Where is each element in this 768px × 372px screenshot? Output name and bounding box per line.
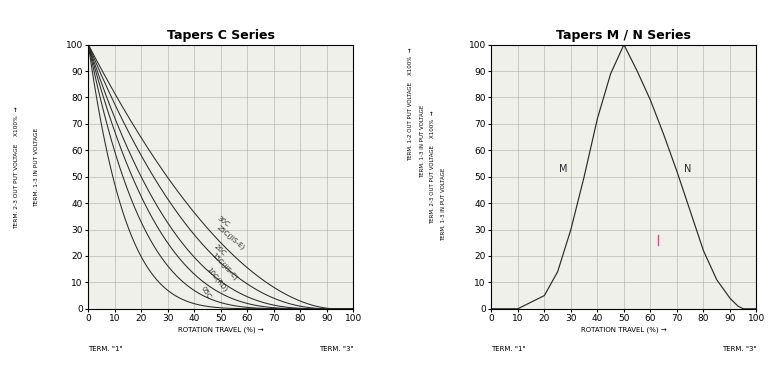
X-axis label: ROTATION TRAVEL (%) →: ROTATION TRAVEL (%) →: [178, 326, 263, 333]
Text: TERM. 2-3 OUT PUT VOLTAGE    X100%  →: TERM. 2-3 OUT PUT VOLTAGE X100% →: [430, 110, 435, 224]
Text: TERM. 2-3 OUT PUT VOLTAGE    X100%  →: TERM. 2-3 OUT PUT VOLTAGE X100% →: [15, 106, 19, 229]
Text: 05C: 05C: [200, 286, 212, 300]
X-axis label: ROTATION TRAVEL (%) →: ROTATION TRAVEL (%) →: [581, 326, 667, 333]
Text: 10C(RD): 10C(RD): [205, 266, 228, 293]
Text: M: M: [558, 164, 568, 174]
Text: 20C: 20C: [213, 244, 227, 257]
Text: N: N: [684, 164, 691, 174]
Text: TERM. "3": TERM. "3": [319, 346, 353, 352]
Text: 25C(JIS-E): 25C(JIS-E): [216, 224, 246, 251]
Text: TERM. 1-3 IN PUT VOLTAGE: TERM. 1-3 IN PUT VOLTAGE: [442, 168, 446, 241]
Text: TERM. 1-3 IN PUT VOLTAGE: TERM. 1-3 IN PUT VOLTAGE: [420, 105, 425, 178]
Text: TERM. "1": TERM. "1": [88, 346, 123, 352]
Text: 30C: 30C: [216, 215, 230, 228]
Text: TERM. 1-3 IN PUT VOLTAGE: TERM. 1-3 IN PUT VOLTAGE: [35, 128, 39, 207]
Title: Tapers C Series: Tapers C Series: [167, 29, 275, 42]
Title: Tapers M / N Series: Tapers M / N Series: [557, 29, 691, 42]
Text: TERM. 1-2 OUT PUT VOLTAGE    X100%  →: TERM. 1-2 OUT PUT VOLTAGE X100% →: [409, 47, 413, 161]
Text: 15C(JIS-C): 15C(JIS-C): [210, 251, 239, 282]
Text: TERM. "1": TERM. "1": [492, 346, 526, 352]
Text: TERM. "3": TERM. "3": [722, 346, 756, 352]
